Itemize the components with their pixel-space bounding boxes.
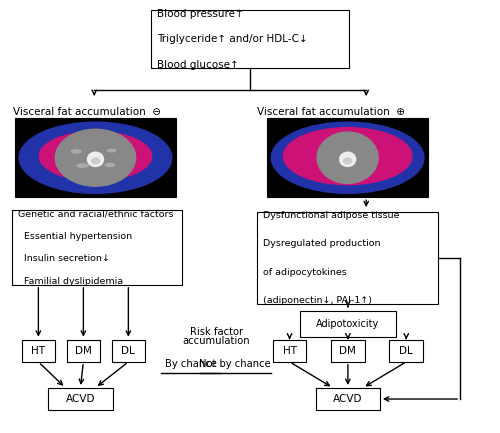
Ellipse shape (88, 152, 104, 166)
Ellipse shape (272, 122, 424, 193)
Ellipse shape (108, 149, 116, 152)
Bar (112, 339, 145, 362)
Text: HT: HT (32, 346, 46, 356)
Text: By chance: By chance (164, 359, 216, 369)
Text: HT: HT (282, 346, 296, 356)
Text: Visceral fat accumulation  ⊕: Visceral fat accumulation ⊕ (258, 107, 406, 117)
Text: (adiponectin↓, PAI-1↑): (adiponectin↓, PAI-1↑) (264, 296, 372, 305)
Bar (151, 10, 349, 68)
Bar (22, 339, 55, 362)
Text: DL: DL (122, 346, 135, 356)
Text: Genetic and racial/ethnic factors: Genetic and racial/ethnic factors (18, 209, 173, 218)
Bar (272, 339, 306, 362)
Text: ACVD: ACVD (333, 394, 362, 404)
Ellipse shape (317, 132, 378, 184)
Bar (300, 311, 396, 337)
Bar (12, 210, 182, 285)
Ellipse shape (56, 129, 136, 186)
Text: Blood glucose↑: Blood glucose↑ (157, 60, 239, 70)
Text: Adipotoxicity: Adipotoxicity (316, 319, 380, 329)
Text: of adipocytokines: of adipocytokines (264, 268, 347, 277)
Ellipse shape (77, 164, 88, 167)
Bar (390, 339, 423, 362)
Text: Dysfunctional adipose tissue: Dysfunctional adipose tissue (264, 211, 400, 220)
Bar (15, 118, 176, 197)
Text: accumulation: accumulation (182, 336, 250, 346)
Ellipse shape (105, 163, 115, 166)
Text: DL: DL (400, 346, 413, 356)
Text: Triglyceride↑ and/or HDL-C↓: Triglyceride↑ and/or HDL-C↓ (157, 34, 308, 44)
Text: Not by chance: Not by chance (200, 359, 271, 369)
Bar (258, 212, 438, 304)
Bar (331, 339, 364, 362)
Bar (48, 388, 112, 410)
Ellipse shape (284, 128, 412, 184)
Ellipse shape (344, 158, 351, 164)
Ellipse shape (19, 122, 172, 193)
Text: ACVD: ACVD (66, 394, 95, 404)
Text: Essential hypertension: Essential hypertension (18, 232, 132, 241)
Text: Insulin secretion↓: Insulin secretion↓ (18, 254, 110, 263)
Text: Dysregulated production: Dysregulated production (264, 239, 381, 249)
Bar (316, 388, 380, 410)
Bar (66, 339, 100, 362)
Text: Familial dyslipidemia: Familial dyslipidemia (18, 277, 122, 286)
Text: Blood pressure↑: Blood pressure↑ (157, 9, 244, 19)
Ellipse shape (340, 152, 355, 166)
Ellipse shape (39, 132, 152, 181)
Bar (268, 118, 428, 197)
Text: DM: DM (75, 346, 92, 356)
Text: Visceral fat accumulation  ⊖: Visceral fat accumulation ⊖ (12, 107, 160, 117)
Ellipse shape (72, 150, 81, 153)
Text: DM: DM (340, 346, 356, 356)
Ellipse shape (92, 158, 100, 164)
Text: Risk factor: Risk factor (190, 327, 243, 337)
